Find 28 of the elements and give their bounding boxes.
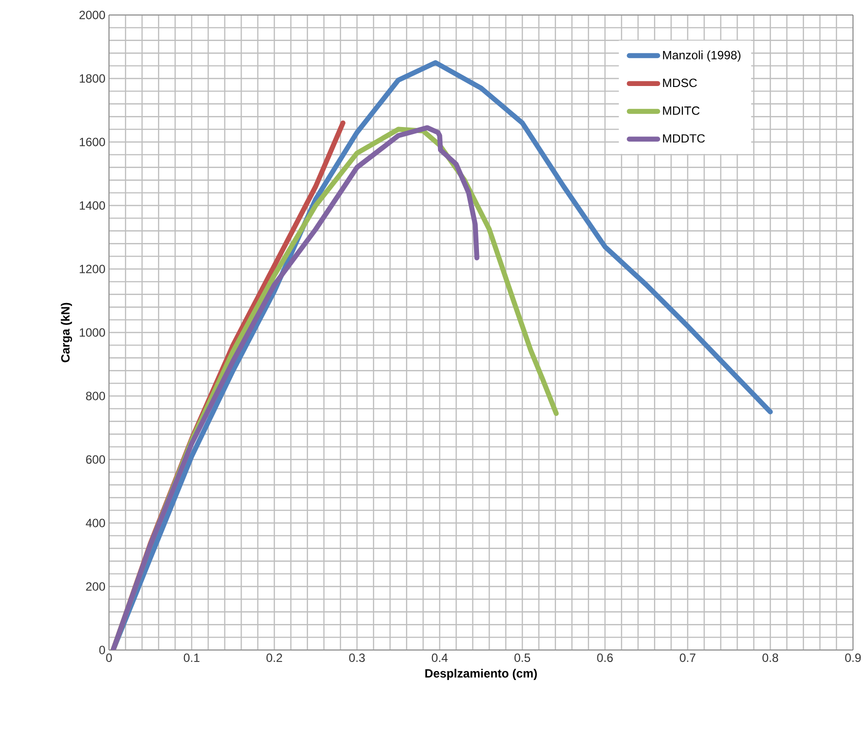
- y-tick-label: 200: [86, 582, 106, 591]
- y-tick-label: 1000: [80, 328, 106, 337]
- y-tick-label: 800: [86, 392, 106, 400]
- x-tick-label: 0.1: [184, 654, 200, 662]
- x-tick-label: 0.2: [266, 654, 282, 662]
- legend-label: Manzoli (1998): [663, 50, 740, 62]
- y-tick-label: 400: [86, 518, 106, 528]
- y-axis-title: Carga (kN): [60, 302, 72, 362]
- y-tick-label: 1600: [80, 138, 106, 146]
- legend-label: MDITC: [663, 106, 700, 115]
- legend-label: MDSC: [663, 78, 697, 88]
- y-tick-label: 1800: [80, 74, 106, 83]
- x-tick-label: 0.9: [845, 654, 861, 662]
- x-tick-label: 0.7: [680, 654, 696, 662]
- legend-label: MDDTC: [663, 134, 705, 143]
- x-tick-label: 0: [106, 654, 112, 662]
- y-tick-label: 1400: [80, 201, 106, 210]
- x-tick-label: 0.3: [349, 654, 365, 662]
- y-tick-label: 1200: [80, 264, 106, 274]
- x-tick-label: 0.6: [597, 654, 613, 662]
- x-axis-title: Desplzamiento (cm): [425, 668, 537, 680]
- y-tick-label: 0: [99, 646, 106, 654]
- y-tick-label: 2000: [79, 10, 106, 20]
- x-tick-label: 0.4: [432, 654, 448, 662]
- y-tick-label: 600: [86, 455, 106, 464]
- x-tick-label: 0.5: [514, 654, 530, 662]
- line-series: [110, 125, 480, 650]
- x-tick-label: 0.8: [762, 654, 778, 662]
